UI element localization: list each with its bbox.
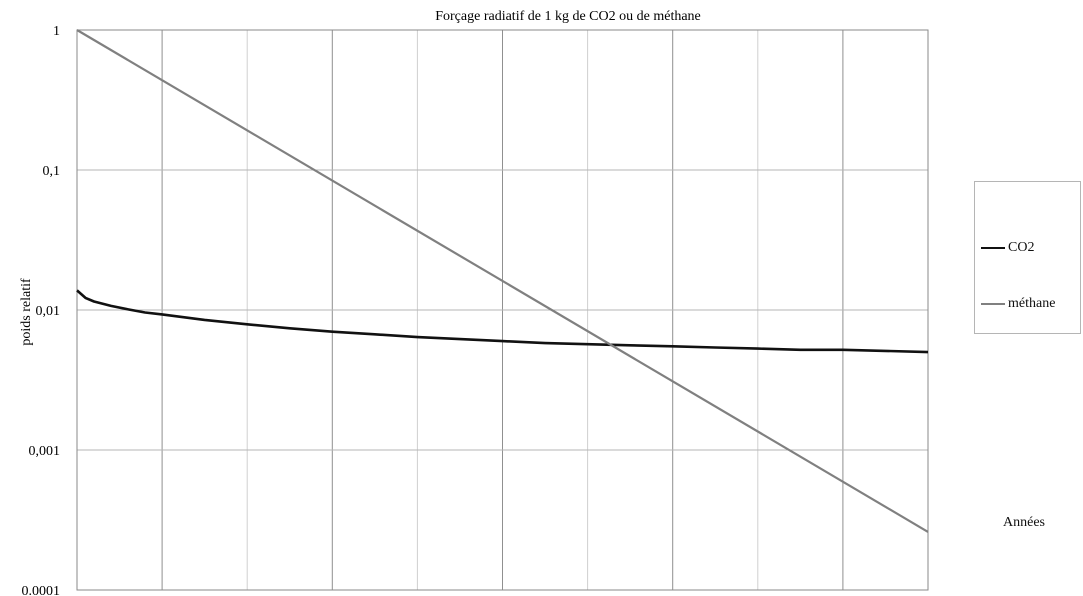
- legend: CO2 méthane: [974, 181, 1081, 334]
- legend-item-methane: méthane: [981, 296, 1055, 312]
- legend-swatch-methane: [981, 303, 1005, 305]
- y-tick-label: 0,01: [36, 304, 61, 319]
- y-tick-labels: 1 0,1 0,01 0,001 0.0001: [22, 24, 61, 596]
- y-tick-label: 0,001: [29, 444, 61, 459]
- series-lines: [76, 29, 929, 533]
- x-axis-label: Années: [1003, 515, 1045, 530]
- plot-frame: [76, 29, 929, 591]
- chart-title: Forçage radiatif de 1 kg de CO2 ou de mé…: [435, 9, 701, 24]
- series-line-methane: [76, 29, 929, 533]
- legend-swatch-co2: [981, 247, 1005, 249]
- y-axis-label: poids relatif: [19, 278, 34, 346]
- series-line-co2: [76, 289, 929, 354]
- legend-label-methane: méthane: [1008, 296, 1056, 311]
- y-tick-label: 0.0001: [22, 584, 61, 596]
- y-tick-label: 1: [53, 24, 60, 39]
- y-tick-label: 0,1: [43, 164, 61, 179]
- legend-label-co2: CO2: [1008, 240, 1035, 255]
- legend-item-co2: CO2: [981, 240, 1034, 256]
- grid: [76, 29, 929, 591]
